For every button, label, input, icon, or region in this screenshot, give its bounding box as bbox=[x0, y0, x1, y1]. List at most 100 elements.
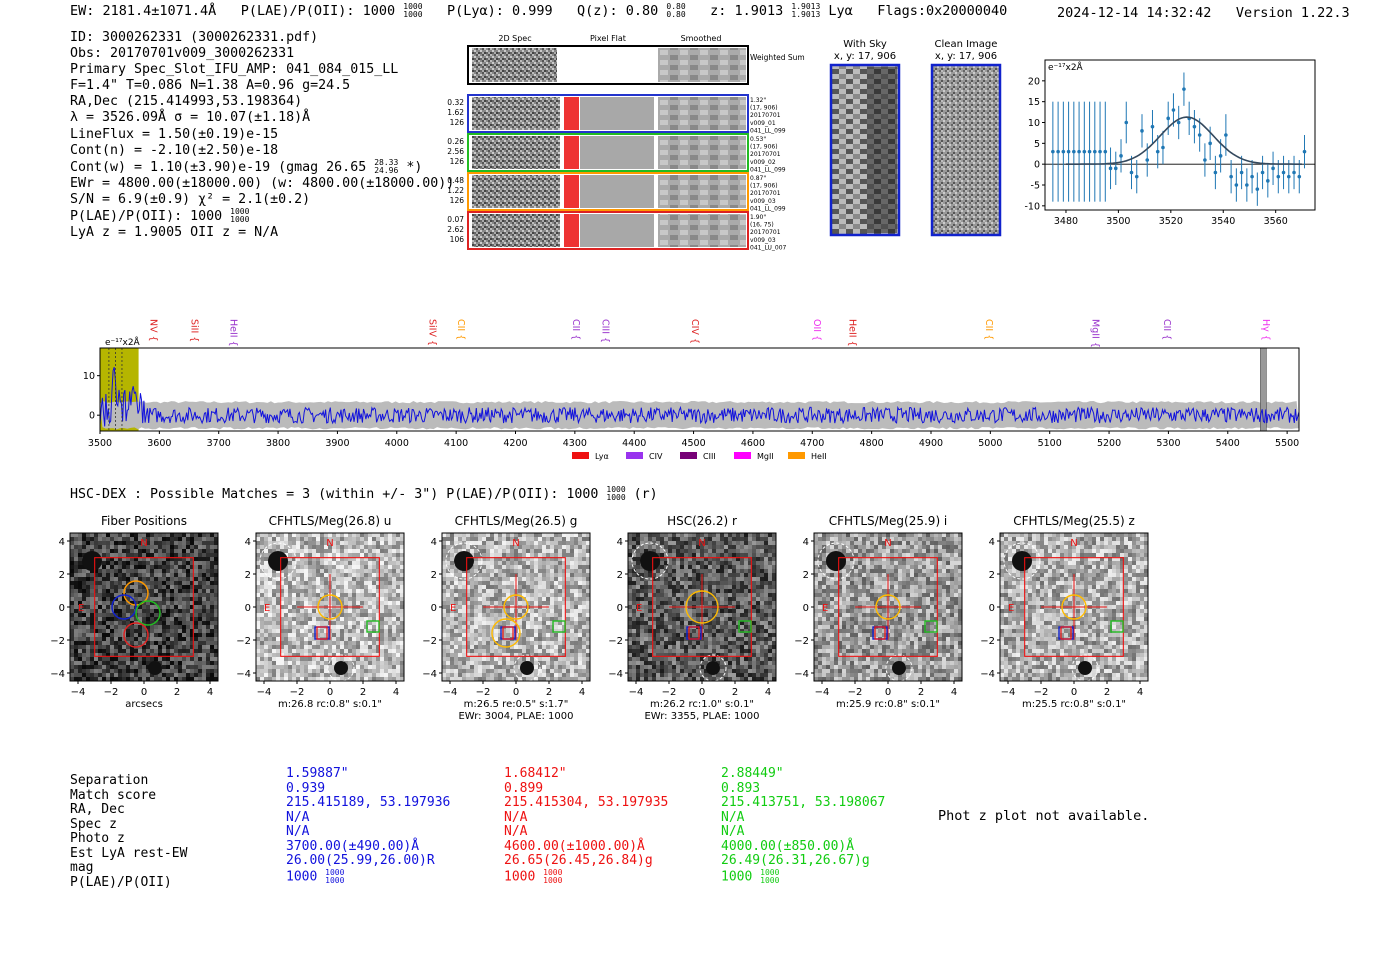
hsc-pixel bbox=[114, 661, 119, 666]
hsc-pixel bbox=[94, 537, 99, 542]
hsc-pixel bbox=[110, 573, 115, 578]
hsc-pixel bbox=[74, 625, 79, 630]
hsc-pixel bbox=[368, 609, 373, 614]
spec-emission-label: CII { bbox=[1161, 319, 1172, 340]
hsc-pixel bbox=[158, 677, 163, 682]
hsc-pixel bbox=[150, 633, 155, 638]
hsc-pixel bbox=[550, 597, 555, 602]
hsc-pixel bbox=[86, 621, 91, 626]
hsc-pixel bbox=[260, 545, 265, 550]
hsc-pixel bbox=[704, 549, 709, 554]
hsc-pixel bbox=[578, 605, 583, 610]
hsc-pixel bbox=[312, 657, 317, 662]
hsc-pixel bbox=[288, 541, 293, 546]
hsc-pixel bbox=[98, 657, 103, 662]
hsc-pixel bbox=[498, 589, 503, 594]
hsc-pixel bbox=[458, 661, 463, 666]
hsc-pixel bbox=[272, 585, 277, 590]
fit-gaussian-curve bbox=[1066, 116, 1302, 165]
hsc-pixel bbox=[490, 537, 495, 542]
hsc-pixel bbox=[372, 637, 377, 642]
hsc-pixel bbox=[114, 677, 119, 682]
hsc-source-blob bbox=[82, 551, 102, 571]
hsc-pixel bbox=[280, 641, 285, 646]
hsc-pixel bbox=[268, 609, 273, 614]
hsc-pixel bbox=[202, 597, 207, 602]
hsc-pixel bbox=[82, 629, 87, 634]
hsc-pixel bbox=[206, 665, 211, 670]
hsc-pixel bbox=[178, 581, 183, 586]
hsc-pixel bbox=[454, 629, 459, 634]
hsc-pixel bbox=[644, 569, 649, 574]
hsc-pixel bbox=[296, 613, 301, 618]
hsc-pixel bbox=[356, 537, 361, 542]
hsc-pixel bbox=[462, 573, 467, 578]
hsc-pixel bbox=[554, 617, 559, 622]
hsc-pixel bbox=[142, 649, 147, 654]
hsc-pixel bbox=[324, 589, 329, 594]
hsc-pixel bbox=[470, 657, 475, 662]
hsc-pixel bbox=[510, 665, 515, 670]
hsc-pixel bbox=[276, 593, 281, 598]
hsc-pixel bbox=[324, 665, 329, 670]
hsc-pixel bbox=[526, 549, 531, 554]
hsc-pixel bbox=[146, 549, 151, 554]
hsc-pixel bbox=[344, 653, 349, 658]
hsc-pixel bbox=[114, 637, 119, 642]
hsc-pixel bbox=[138, 561, 143, 566]
hsc-pixel bbox=[380, 541, 385, 546]
hsc-pixel bbox=[442, 653, 447, 658]
hsc-pixel bbox=[74, 669, 79, 674]
hsc-pixel bbox=[760, 541, 765, 546]
hsc-pixel bbox=[332, 537, 337, 542]
info-lambda: λ = 3526.09Å σ = 10.07(±1.18)Å bbox=[70, 110, 311, 126]
hsc-pixel bbox=[462, 541, 467, 546]
hsc-pixel bbox=[578, 565, 583, 570]
hsc-pixel bbox=[316, 617, 321, 622]
hsc-pixel bbox=[74, 637, 79, 642]
hsc-pixel bbox=[380, 581, 385, 586]
spec-emission-label: HeII { bbox=[228, 319, 239, 347]
hsc-pixel bbox=[190, 645, 195, 650]
hsc-pixel bbox=[272, 613, 277, 618]
hsc-pixel bbox=[158, 661, 163, 666]
hsc-pixel bbox=[190, 589, 195, 594]
hsc-pixel bbox=[380, 617, 385, 622]
hsc-pixel bbox=[724, 561, 729, 566]
hsc-pixel bbox=[458, 537, 463, 542]
hsc-pixel bbox=[676, 533, 681, 538]
hsc-pixel bbox=[308, 585, 313, 590]
hsc-pixel bbox=[320, 565, 325, 570]
hsc-pixel bbox=[352, 673, 357, 678]
hsc-pixel bbox=[178, 609, 183, 614]
hsc-pixel bbox=[194, 641, 199, 646]
hsc-pixel bbox=[284, 573, 289, 578]
hsc-pixel bbox=[138, 613, 143, 618]
hsc-pixel bbox=[280, 665, 285, 670]
hsc-source-blob bbox=[148, 661, 162, 675]
hsc-pixel bbox=[490, 657, 495, 662]
hsc-pixel bbox=[768, 533, 773, 538]
hsc-pixel bbox=[490, 637, 495, 642]
hsc-pixel bbox=[498, 633, 503, 638]
hsc-pixel bbox=[166, 573, 171, 578]
hsc-pixel bbox=[324, 657, 329, 662]
hsc-pixel bbox=[336, 677, 341, 682]
hsc-pixel bbox=[688, 537, 693, 542]
hsc-pixel bbox=[82, 549, 87, 554]
hsc-pixel bbox=[352, 553, 357, 558]
hsc-pixel bbox=[288, 581, 293, 586]
hsc-pixel bbox=[668, 573, 673, 578]
hsc-pixel bbox=[130, 641, 135, 646]
hsc-pixel bbox=[360, 541, 365, 546]
hsc-pixel bbox=[470, 585, 475, 590]
hsc-pixel bbox=[118, 549, 123, 554]
hsc-pixel bbox=[214, 537, 219, 542]
hsc-pixel bbox=[316, 569, 321, 574]
hsc-pixel bbox=[478, 569, 483, 574]
hsc-pixel bbox=[138, 645, 143, 650]
hsc-pixel bbox=[498, 585, 503, 590]
hsc-pixel bbox=[550, 665, 555, 670]
hsc-pixel bbox=[272, 549, 277, 554]
